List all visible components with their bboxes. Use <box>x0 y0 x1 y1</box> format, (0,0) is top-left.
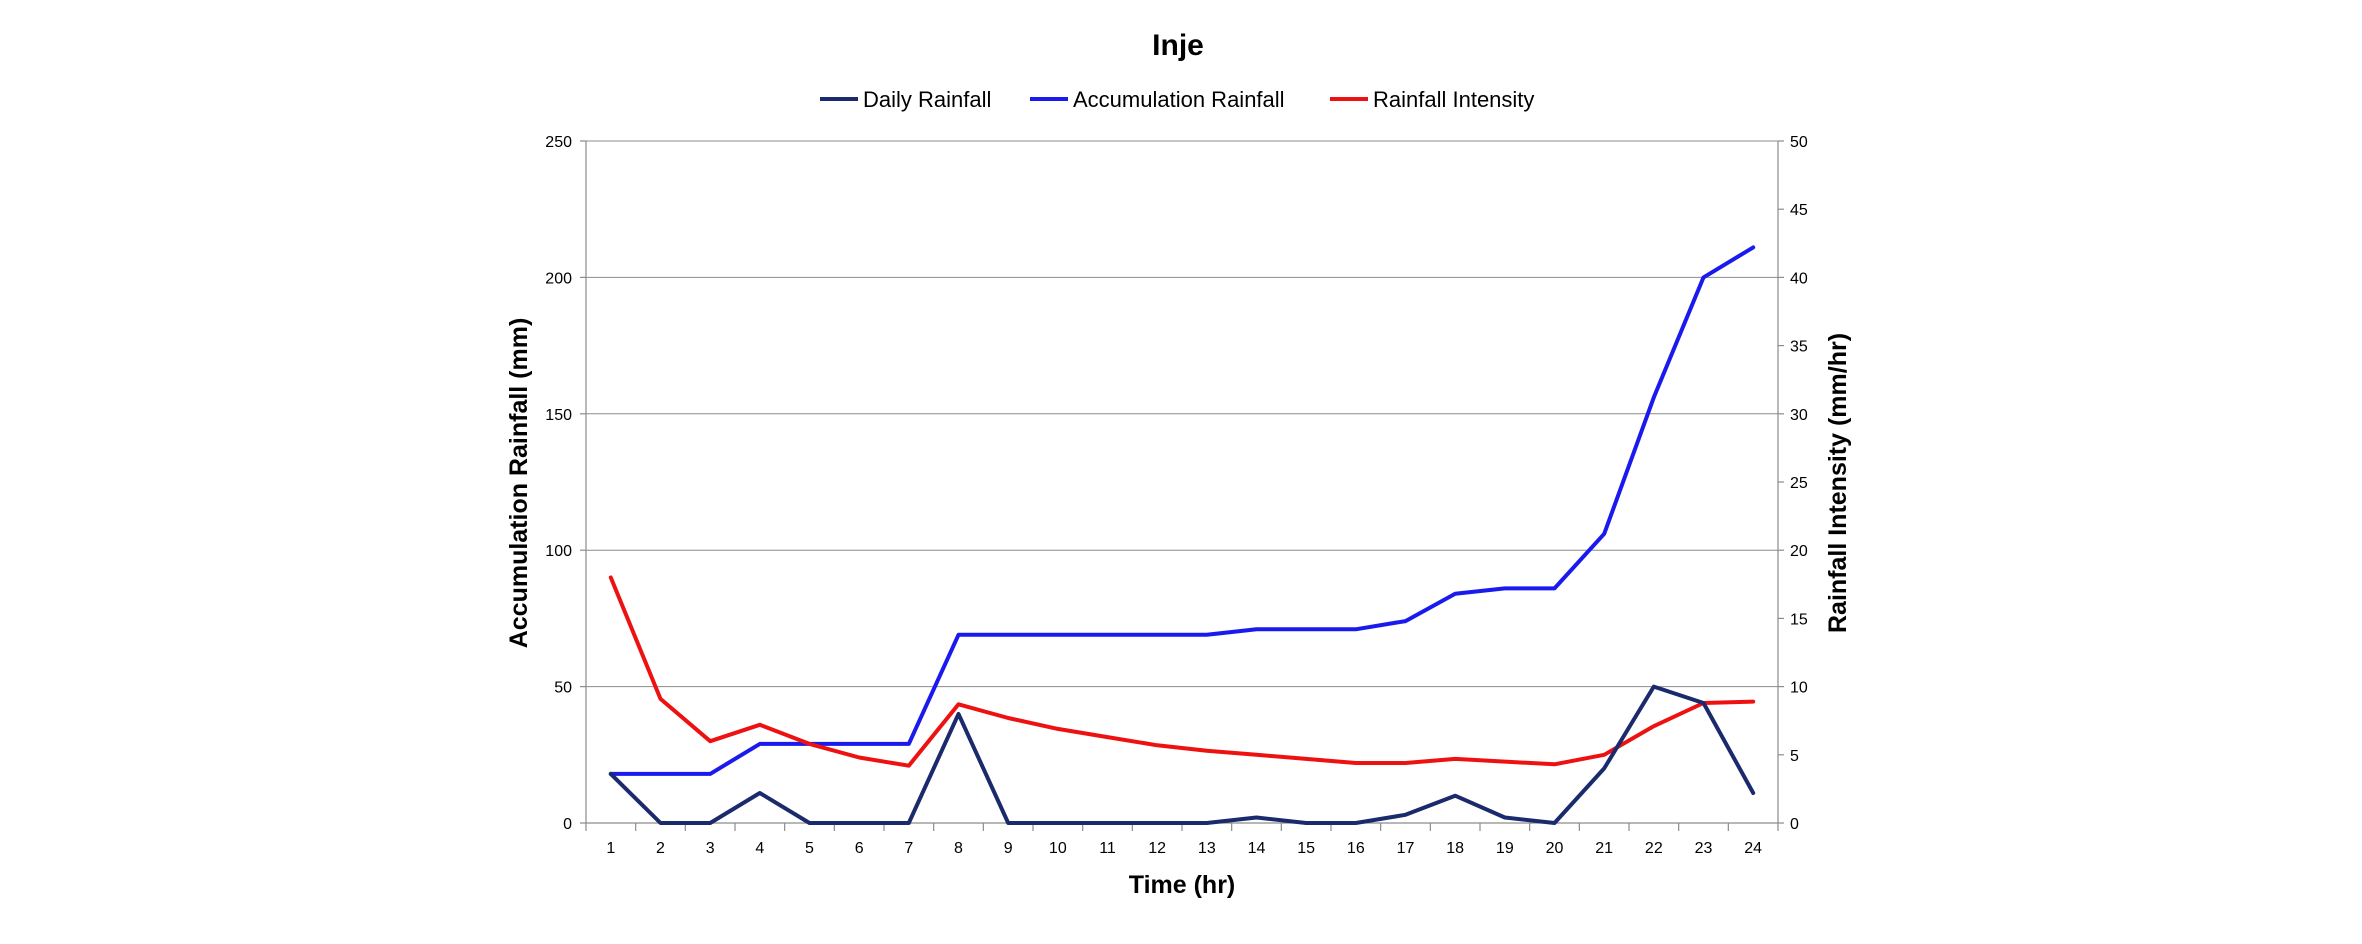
x-tick-label: 17 <box>1397 840 1415 857</box>
right-tick-label: 35 <box>1790 339 1808 356</box>
left-axis-title: Accumulation Rainfall (mm) <box>505 318 533 649</box>
legend-label-daily-rainfall: Daily Rainfall <box>863 87 991 112</box>
x-tick-label: 9 <box>1004 840 1013 857</box>
left-axis-ticks: 0 50 100 150 200 250 <box>545 134 586 833</box>
x-tick-label: 3 <box>706 840 715 857</box>
x-tick-label: 1 <box>606 840 615 857</box>
x-tick-label: 22 <box>1645 840 1663 857</box>
x-tick-label: 23 <box>1695 840 1713 857</box>
x-tick-label: 20 <box>1546 840 1564 857</box>
right-tick-label: 5 <box>1790 748 1799 765</box>
series-line-accumulation-rainfall <box>608 245 1756 776</box>
right-tick-label: 20 <box>1790 543 1808 560</box>
legend-label-rainfall-intensity: Rainfall Intensity <box>1373 87 1534 112</box>
x-tick-label: 6 <box>855 840 864 857</box>
left-tick-label: 50 <box>554 680 572 697</box>
right-tick-label: 30 <box>1790 407 1808 424</box>
x-tick-label: 5 <box>805 840 814 857</box>
legend-label-accumulation-rainfall: Accumulation Rainfall <box>1073 87 1285 112</box>
right-axis-title: Rainfall Intensity (mm/hr) <box>1824 333 1852 633</box>
x-axis-title: Time (hr) <box>1129 871 1236 899</box>
legend: Daily Rainfall Accumulation Rainfall Rainf… <box>820 87 1534 112</box>
right-tick-label: 50 <box>1790 134 1808 151</box>
right-tick-label: 15 <box>1790 611 1808 628</box>
x-tick-label: 7 <box>904 840 913 857</box>
left-tick-label: 0 <box>563 816 572 833</box>
x-axis-ticks: 1 2 3 4 5 6 7 8 9 10 11 12 13 14 15 16 17 18 19 20 21 22 23 24 <box>585 823 1779 857</box>
x-tick-label: 18 <box>1446 840 1464 857</box>
series-lines <box>608 245 1756 825</box>
x-tick-label: 12 <box>1148 840 1166 857</box>
right-tick-label: 45 <box>1790 202 1808 219</box>
series-line-rainfall-intensity <box>608 575 1756 768</box>
x-tick-label: 10 <box>1049 840 1067 857</box>
gridlines <box>586 140 1778 824</box>
right-tick-label: 10 <box>1790 680 1808 697</box>
x-tick-label: 14 <box>1248 840 1266 857</box>
x-tick-label: 11 <box>1099 840 1116 857</box>
left-tick-label: 250 <box>545 134 572 151</box>
right-tick-label: 40 <box>1790 270 1808 287</box>
right-tick-label: 0 <box>1790 816 1799 833</box>
series-line-daily-rainfall <box>608 684 1756 825</box>
left-tick-label: 100 <box>545 543 572 560</box>
x-tick-label: 15 <box>1297 840 1315 857</box>
left-tick-label: 200 <box>545 270 572 287</box>
x-tick-label: 2 <box>656 840 665 857</box>
x-tick-label: 21 <box>1595 840 1613 857</box>
x-tick-label: 24 <box>1744 840 1762 857</box>
chart-title: Inje <box>1152 29 1204 62</box>
x-tick-label: 19 <box>1496 840 1514 857</box>
x-tick-label: 4 <box>755 840 764 857</box>
left-tick-label: 150 <box>545 407 572 424</box>
x-tick-label: 8 <box>954 840 963 857</box>
right-axis-ticks: 0 5 10 15 20 25 30 35 40 45 50 <box>1778 134 1808 833</box>
axes <box>585 141 1779 824</box>
x-tick-label: 13 <box>1198 840 1216 857</box>
right-tick-label: 25 <box>1790 475 1808 492</box>
x-tick-label: 16 <box>1347 840 1365 857</box>
